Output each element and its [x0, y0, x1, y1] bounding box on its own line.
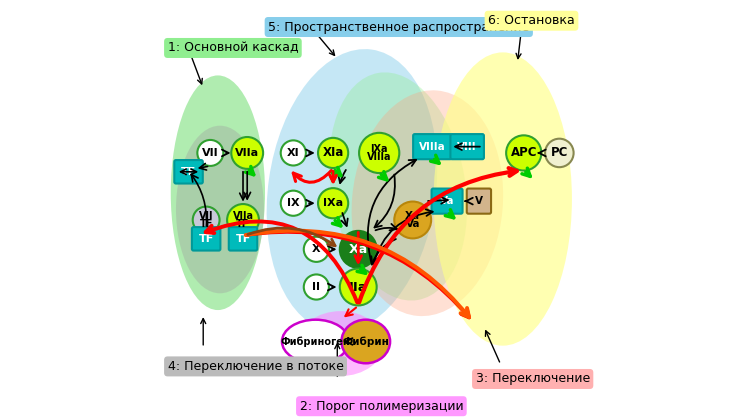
Circle shape	[304, 237, 329, 262]
Text: VII
TF: VII TF	[199, 211, 214, 229]
Ellipse shape	[433, 52, 572, 346]
Text: IXa: IXa	[323, 198, 344, 208]
FancyBboxPatch shape	[431, 189, 463, 214]
Text: II: II	[312, 282, 320, 292]
Ellipse shape	[341, 320, 390, 363]
Ellipse shape	[298, 311, 383, 376]
Circle shape	[280, 191, 306, 216]
Ellipse shape	[282, 320, 349, 363]
FancyBboxPatch shape	[174, 160, 202, 184]
Text: V: V	[475, 196, 483, 206]
Text: XIa: XIa	[322, 146, 344, 160]
FancyBboxPatch shape	[192, 227, 220, 251]
Circle shape	[227, 204, 259, 236]
Ellipse shape	[171, 75, 265, 310]
Circle shape	[280, 140, 306, 166]
Text: IIa: IIa	[349, 280, 368, 294]
Text: PC: PC	[550, 146, 568, 160]
Circle shape	[340, 231, 376, 268]
FancyBboxPatch shape	[229, 227, 257, 251]
Text: 1: Основной каскад: 1: Основной каскад	[167, 41, 298, 54]
Text: Xa
Va: Xa Va	[405, 211, 420, 229]
Text: VIIa: VIIa	[236, 148, 260, 158]
Ellipse shape	[267, 49, 437, 332]
Text: VIIIa: VIIIa	[419, 142, 446, 152]
FancyBboxPatch shape	[451, 134, 484, 159]
Circle shape	[231, 137, 263, 169]
Text: X: X	[312, 244, 321, 254]
Ellipse shape	[176, 126, 264, 293]
Circle shape	[193, 207, 220, 233]
FancyBboxPatch shape	[413, 134, 452, 159]
Text: 5: Пространственное распространение: 5: Пространственное распространение	[268, 21, 530, 34]
Circle shape	[545, 139, 574, 167]
Text: IXa
VIIIa: IXa VIIIa	[367, 144, 392, 162]
Text: Xa: Xa	[349, 243, 368, 256]
Circle shape	[506, 135, 542, 171]
FancyBboxPatch shape	[466, 189, 491, 214]
Text: 4: Переключение в потоке: 4: Переключение в потоке	[167, 360, 344, 373]
Text: TF: TF	[199, 234, 214, 244]
Text: 6: Остановка: 6: Остановка	[488, 14, 575, 27]
Circle shape	[359, 133, 399, 173]
Circle shape	[340, 269, 376, 305]
Text: APC: APC	[511, 146, 537, 160]
Text: IX: IX	[287, 198, 299, 208]
Ellipse shape	[329, 72, 467, 300]
Text: VIIa
TF: VIIa TF	[232, 211, 254, 229]
Text: 3: Переключение: 3: Переключение	[476, 372, 590, 385]
Text: TF: TF	[236, 234, 250, 244]
Ellipse shape	[352, 91, 503, 316]
Text: TF: TF	[181, 167, 196, 177]
Circle shape	[197, 140, 223, 166]
Circle shape	[318, 188, 348, 218]
Text: VIII: VIII	[458, 142, 477, 152]
Circle shape	[394, 202, 431, 238]
Text: Va: Va	[440, 196, 454, 206]
Circle shape	[318, 138, 348, 168]
Text: XI: XI	[287, 148, 299, 158]
Circle shape	[304, 274, 329, 300]
Text: 2: Порог полимеризации: 2: Порог полимеризации	[299, 400, 464, 413]
Text: Фибрин: Фибрин	[342, 336, 389, 347]
Text: VII: VII	[202, 148, 219, 158]
Text: Фибриноген: Фибриноген	[280, 336, 350, 347]
